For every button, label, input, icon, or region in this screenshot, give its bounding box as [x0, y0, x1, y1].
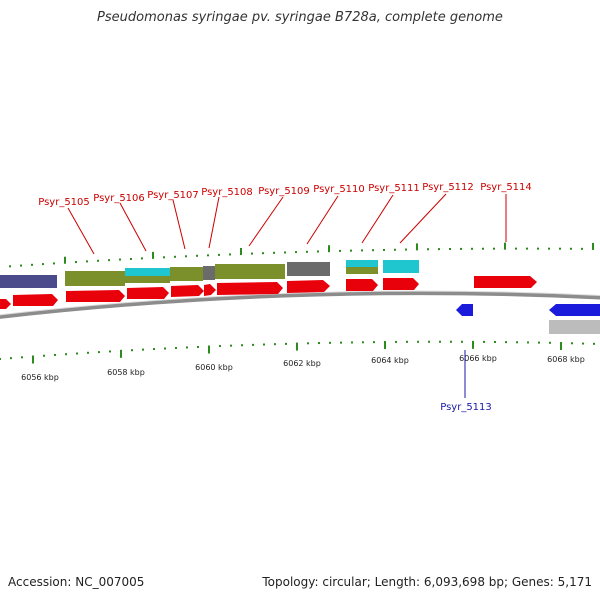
gene-label[interactable]: Psyr_5112 [422, 182, 474, 193]
gene-label[interactable]: Psyr_5109 [258, 186, 310, 197]
leader-line [67, 207, 95, 255]
scale-label: 6056 kbp [21, 373, 59, 382]
leader-line [208, 196, 220, 249]
tick-marks-lower [0, 340, 595, 364]
feature-block [346, 267, 378, 274]
feature-block [65, 271, 125, 286]
leader-line [399, 193, 447, 244]
feature-block [170, 267, 203, 281]
tick-marks-upper [9, 242, 594, 268]
leader-line [361, 194, 394, 244]
gene-labels-top: Psyr_5105 Psyr_5106 Psyr_5107 Psyr_5108 … [38, 182, 532, 255]
scale-label: 6064 kbp [371, 356, 409, 365]
scale-label: 6062 kbp [283, 359, 321, 368]
feature-block [549, 320, 600, 334]
feature-block [346, 260, 378, 267]
forward-gene[interactable] [474, 276, 537, 288]
feature-block [383, 260, 419, 273]
gene-label[interactable]: Psyr_5114 [480, 182, 532, 193]
gene-label[interactable]: Psyr_5106 [93, 193, 145, 204]
scale-label: 6058 kbp [107, 368, 145, 377]
feature-block [287, 262, 330, 276]
feature-block [125, 268, 170, 276]
gene-label[interactable]: Psyr_5105 [38, 197, 90, 208]
forward-gene[interactable] [171, 285, 204, 297]
feature-block [0, 275, 57, 288]
scale-label: 6068 kbp [547, 355, 585, 364]
forward-gene[interactable] [287, 280, 330, 293]
forward-gene[interactable] [217, 282, 283, 295]
scale-labels: 6056 kbp 6058 kbp 6060 kbp 6062 kbp 6064… [21, 354, 585, 382]
reverse-gene[interactable] [456, 304, 473, 316]
genome-title: Pseudomonas syringae pv. syringae B728a,… [97, 10, 503, 25]
forward-gene[interactable] [66, 290, 125, 302]
forward-gene[interactable] [383, 278, 419, 290]
feature-block [215, 264, 285, 279]
gene-label[interactable]: Psyr_5108 [201, 187, 253, 198]
genome-backbone-highlight [0, 290, 600, 316]
leader-line [306, 195, 339, 245]
feature-block [203, 266, 215, 280]
feature-track-upper [0, 260, 600, 334]
leader-line [172, 199, 186, 250]
reverse-gene[interactable] [549, 304, 600, 316]
accession-text: Accession: NC_007005 [8, 575, 145, 589]
leader-line [248, 196, 284, 247]
forward-gene[interactable] [13, 294, 58, 306]
forward-gene[interactable] [346, 279, 378, 291]
reverse-gene-track [456, 304, 600, 316]
genome-summary-text: Topology: circular; Length: 6,093,698 bp… [262, 575, 592, 589]
forward-gene[interactable] [204, 284, 216, 296]
forward-gene[interactable] [0, 299, 11, 309]
feature-block [125, 276, 170, 283]
leader-line [119, 202, 147, 252]
forward-gene[interactable] [127, 287, 169, 299]
scale-label: 6066 kbp [459, 354, 497, 363]
gene-label[interactable]: Psyr_5110 [313, 184, 365, 195]
scale-label: 6060 kbp [195, 363, 233, 372]
gene-label[interactable]: Psyr_5113 [440, 402, 492, 413]
forward-gene-track [0, 276, 537, 309]
gene-label[interactable]: Psyr_5107 [147, 190, 199, 201]
gene-label[interactable]: Psyr_5111 [368, 183, 420, 194]
gene-labels-bottom: Psyr_5113 [440, 350, 492, 413]
genome-backbone [0, 291, 600, 319]
